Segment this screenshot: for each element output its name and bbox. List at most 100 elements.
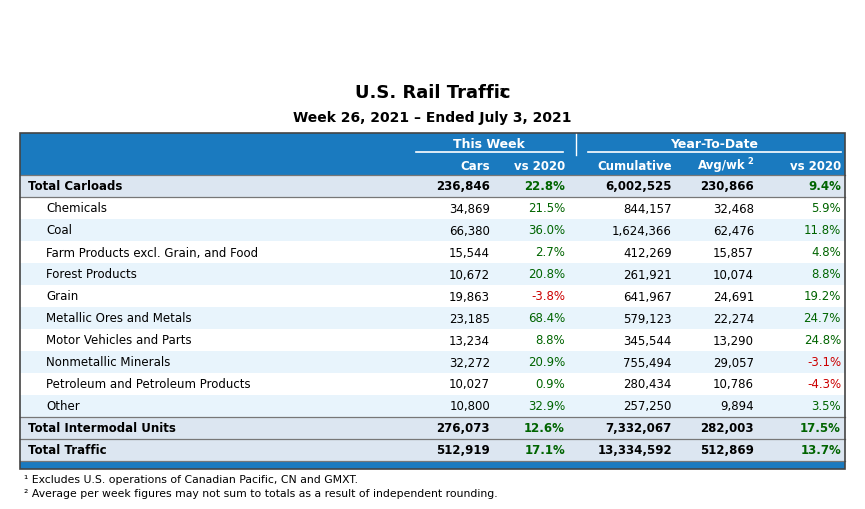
Text: 261,921: 261,921: [624, 268, 672, 281]
Text: 7,332,067: 7,332,067: [606, 421, 672, 435]
Bar: [20, 417, 845, 439]
Text: 24.8%: 24.8%: [804, 334, 841, 347]
Text: Forest Products: Forest Products: [46, 268, 137, 281]
Text: Week 26, 2021 – Ended July 3, 2021: Week 26, 2021 – Ended July 3, 2021: [293, 111, 572, 125]
Text: 22,274: 22,274: [713, 312, 754, 325]
Text: -4.3%: -4.3%: [807, 378, 841, 391]
Text: 13,334,592: 13,334,592: [598, 444, 672, 457]
Bar: [20, 134, 845, 176]
Text: 15,544: 15,544: [449, 246, 490, 259]
Text: 10,786: 10,786: [713, 378, 754, 391]
Text: 11.8%: 11.8%: [804, 224, 841, 237]
Text: Nonmetallic Minerals: Nonmetallic Minerals: [46, 356, 170, 369]
Text: 236,846: 236,846: [436, 180, 490, 193]
Text: 3.5%: 3.5%: [811, 400, 841, 413]
Text: vs 2020: vs 2020: [514, 159, 565, 172]
Text: -3.1%: -3.1%: [807, 356, 841, 369]
Text: 412,269: 412,269: [624, 246, 672, 259]
Text: 13.7%: 13.7%: [800, 444, 841, 457]
Bar: [20, 439, 845, 461]
Bar: [20, 395, 845, 417]
Text: Farm Products excl. Grain, and Food: Farm Products excl. Grain, and Food: [46, 246, 258, 259]
Text: 62,476: 62,476: [713, 224, 754, 237]
Text: Total Intermodal Units: Total Intermodal Units: [28, 421, 176, 435]
Text: 19.2%: 19.2%: [804, 290, 841, 303]
Text: Year-To-Date: Year-To-Date: [670, 138, 759, 151]
Text: Cars: Cars: [460, 159, 490, 172]
Bar: [20, 373, 845, 395]
Text: 22.8%: 22.8%: [524, 180, 565, 193]
Bar: [20, 286, 845, 307]
Text: 1: 1: [498, 88, 506, 98]
Text: 844,157: 844,157: [624, 202, 672, 215]
Text: 17.5%: 17.5%: [800, 421, 841, 435]
Text: This Week: This Week: [452, 138, 524, 151]
Bar: [20, 242, 845, 264]
Bar: [20, 219, 845, 242]
Text: 29,057: 29,057: [713, 356, 754, 369]
Text: ¹ Excludes U.S. operations of Canadian Pacific, CN and GMXT.: ¹ Excludes U.S. operations of Canadian P…: [24, 474, 358, 484]
Bar: [20, 197, 845, 219]
Text: 24.7%: 24.7%: [804, 312, 841, 325]
Text: 579,123: 579,123: [624, 312, 672, 325]
Text: 280,434: 280,434: [624, 378, 672, 391]
Text: 36.0%: 36.0%: [528, 224, 565, 237]
Bar: [20, 176, 845, 197]
Text: 32.9%: 32.9%: [528, 400, 565, 413]
Bar: [20, 307, 845, 329]
Text: Total Traffic: Total Traffic: [28, 444, 106, 457]
Text: 34,869: 34,869: [449, 202, 490, 215]
Text: 8.8%: 8.8%: [811, 268, 841, 281]
Text: 2: 2: [747, 157, 753, 166]
Bar: [20, 351, 845, 373]
Text: 2.7%: 2.7%: [535, 246, 565, 259]
Text: 13,290: 13,290: [713, 334, 754, 347]
Text: 755,494: 755,494: [624, 356, 672, 369]
Text: 257,250: 257,250: [624, 400, 672, 413]
Text: 13,234: 13,234: [449, 334, 490, 347]
Text: 230,866: 230,866: [701, 180, 754, 193]
Text: 282,003: 282,003: [701, 421, 754, 435]
Text: 10,672: 10,672: [449, 268, 490, 281]
Text: 15,857: 15,857: [713, 246, 754, 259]
Text: vs 2020: vs 2020: [790, 159, 841, 172]
Text: 20.8%: 20.8%: [528, 268, 565, 281]
Text: 10,074: 10,074: [713, 268, 754, 281]
Text: 32,272: 32,272: [449, 356, 490, 369]
Text: 32,468: 32,468: [713, 202, 754, 215]
Bar: [20, 329, 845, 351]
Text: 23,185: 23,185: [449, 312, 490, 325]
Text: -3.8%: -3.8%: [531, 290, 565, 303]
Text: 12.6%: 12.6%: [524, 421, 565, 435]
Bar: [20, 264, 845, 286]
Text: 641,967: 641,967: [624, 290, 672, 303]
Text: 5.9%: 5.9%: [811, 202, 841, 215]
Text: Grain: Grain: [46, 290, 78, 303]
Text: 1,624,366: 1,624,366: [612, 224, 672, 237]
Text: 24,691: 24,691: [713, 290, 754, 303]
Text: 17.1%: 17.1%: [524, 444, 565, 457]
Text: 10,027: 10,027: [449, 378, 490, 391]
Text: Avg/wk: Avg/wk: [698, 159, 746, 172]
Text: 21.5%: 21.5%: [528, 202, 565, 215]
Text: Chemicals: Chemicals: [46, 202, 107, 215]
Text: ² Average per week figures may not sum to totals as a result of independent roun: ² Average per week figures may not sum t…: [24, 488, 497, 498]
Text: Petroleum and Petroleum Products: Petroleum and Petroleum Products: [46, 378, 251, 391]
Text: 9,894: 9,894: [721, 400, 754, 413]
Text: 6,002,525: 6,002,525: [606, 180, 672, 193]
Text: U.S. Rail Traffic: U.S. Rail Traffic: [355, 84, 510, 102]
Text: 66,380: 66,380: [449, 224, 490, 237]
Bar: [20, 134, 845, 469]
Text: Metallic Ores and Metals: Metallic Ores and Metals: [46, 312, 192, 325]
Text: 19,863: 19,863: [449, 290, 490, 303]
Text: 68.4%: 68.4%: [528, 312, 565, 325]
Text: Motor Vehicles and Parts: Motor Vehicles and Parts: [46, 334, 192, 347]
Text: 9.4%: 9.4%: [808, 180, 841, 193]
Text: 0.9%: 0.9%: [535, 378, 565, 391]
Text: 4.8%: 4.8%: [811, 246, 841, 259]
Text: 512,919: 512,919: [436, 444, 490, 457]
Text: 8.8%: 8.8%: [535, 334, 565, 347]
Text: Cumulative: Cumulative: [598, 159, 672, 172]
Text: 10,800: 10,800: [449, 400, 490, 413]
Text: 345,544: 345,544: [624, 334, 672, 347]
